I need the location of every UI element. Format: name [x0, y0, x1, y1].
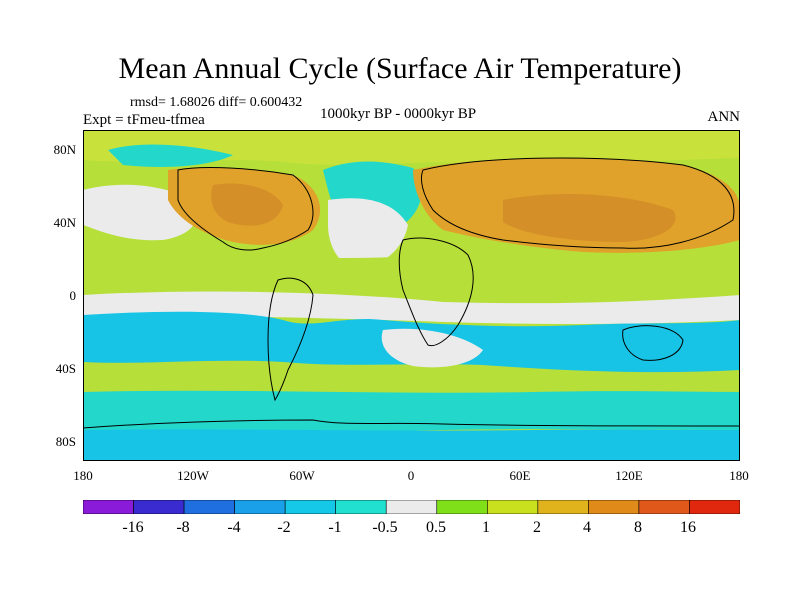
- antarctica-coast: [83, 419, 740, 429]
- colorbar-segment: [487, 500, 539, 514]
- lon-label-120e: 120E: [615, 468, 643, 483]
- colorbar-segment: [385, 500, 438, 514]
- lat-label-0: 0: [69, 288, 77, 303]
- experiment-label: Expt = tFmeu-tfmea: [83, 112, 205, 128]
- colorbar-label: -0.5: [372, 519, 398, 536]
- colorbar-segment: [588, 500, 640, 514]
- season-label: ANN: [707, 109, 741, 125]
- antarctica-cool: [83, 429, 740, 461]
- colorbar: [83, 500, 740, 514]
- bering-anomaly: [108, 144, 233, 167]
- rmsd-diff-stats: rmsd= 1.68026 diff= 0.600432: [130, 95, 303, 110]
- colorbar-label: 1: [482, 519, 490, 536]
- atlantic-neutral: [328, 198, 408, 270]
- arctic-band: [83, 130, 740, 166]
- australia-coast: [622, 325, 684, 361]
- colorbar-label: 0.5: [426, 519, 446, 536]
- colorbar-label: -1: [328, 519, 342, 536]
- lon-label-0: 0: [407, 468, 415, 483]
- colorbar-segment: [183, 500, 235, 514]
- colorbar-segment: [133, 500, 185, 514]
- colorbar-label: 16: [680, 519, 696, 536]
- colorbar-label: 8: [634, 519, 642, 536]
- north-america-core: [211, 183, 283, 226]
- australia-cool: [622, 325, 683, 361]
- lon-label-120w: 120W: [177, 468, 209, 483]
- eurasia-coast: [420, 157, 735, 249]
- equatorial-band: [83, 247, 740, 283]
- colorbar-segment: [83, 500, 134, 514]
- colorbar-segment: [284, 500, 336, 514]
- map-frame: [83, 130, 740, 461]
- lat-label-80s: 80S: [55, 434, 76, 449]
- colorbar-label: -16: [122, 519, 144, 536]
- central-asia-core: [503, 194, 676, 242]
- south-atlantic-neutral: [381, 328, 483, 368]
- lon-label-60w: 60W: [289, 468, 315, 483]
- chart-title: Mean Annual Cycle (Surface Air Temperatu…: [118, 52, 682, 85]
- coastlines: [83, 157, 740, 429]
- colorbar-label: -4: [227, 519, 241, 536]
- colorbar-segment: [234, 500, 286, 514]
- antarctic-coast-anomaly: [83, 390, 740, 431]
- lon-label-180w: 180: [73, 468, 93, 483]
- lat-label-40n: 40N: [53, 215, 76, 230]
- colorbar-segment: [689, 500, 740, 514]
- colorbar-segment: [537, 500, 589, 514]
- colorbar-label: -2: [277, 519, 291, 536]
- lon-label-60e: 60E: [509, 468, 531, 483]
- north-america-coast: [177, 167, 314, 251]
- colorbar-segment: [436, 500, 488, 514]
- colorbar-label: -8: [176, 519, 190, 536]
- lat-label-40s: 40S: [55, 361, 76, 376]
- colorbar-segment: [638, 500, 690, 514]
- colorbar-label: 4: [583, 519, 591, 536]
- colorbar-segment: [335, 500, 387, 514]
- africa-coast: [398, 237, 474, 347]
- lat-label-80n: 80N: [53, 142, 76, 157]
- south-america-coast: [267, 277, 314, 402]
- temperature-difference-map: [83, 130, 740, 461]
- lon-label-180e: 180: [729, 468, 749, 483]
- time-difference-subtitle: 1000kyr BP - 0000kyr BP: [320, 106, 477, 122]
- colorbar-label: 2: [533, 519, 541, 536]
